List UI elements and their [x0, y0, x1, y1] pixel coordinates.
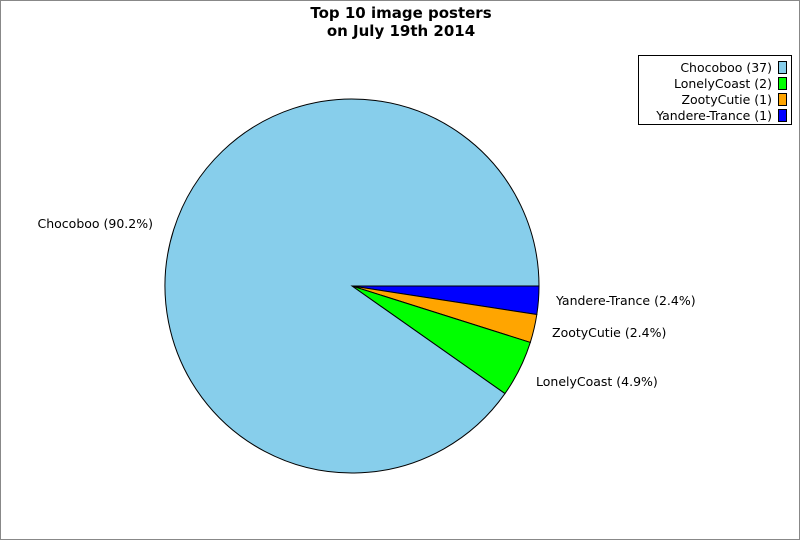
slice-label-chocoboo: Chocoboo (90.2%) — [38, 216, 154, 231]
legend-swatch — [778, 92, 787, 106]
legend-item-chocoboo: Chocoboo (37) — [680, 59, 787, 75]
legend-label: Chocoboo (37) — [680, 59, 772, 75]
legend-label: Yandere-Trance (1) — [656, 107, 772, 123]
legend-item-yandere-trance: Yandere-Trance (1) — [656, 107, 787, 123]
legend-item-zootycutie: ZootyCutie (1) — [681, 91, 787, 107]
legend-label: LonelyCoast (2) — [673, 75, 772, 91]
legend-swatch — [778, 76, 787, 90]
legend: Chocoboo (37) LonelyCoast (2) ZootyCutie… — [638, 55, 792, 125]
chart-title: Top 10 image posters on July 19th 2014 — [1, 4, 800, 40]
legend-item-lonelycoast: LonelyCoast (2) — [674, 75, 787, 91]
chart-title-line-1: Top 10 image posters — [310, 4, 492, 22]
slice-label-yandere-trance: Yandere-Trance (2.4%) — [555, 293, 696, 308]
legend-swatch — [778, 108, 787, 122]
pie-slice-chocoboo — [164, 98, 540, 474]
legend-swatch — [778, 60, 787, 74]
chart-title-line-2: on July 19th 2014 — [326, 22, 476, 40]
slice-label-lonelycoast: LonelyCoast (4.9%) — [536, 374, 658, 389]
slice-label-zootycutie: ZootyCutie (2.4%) — [552, 325, 666, 340]
legend-label: ZootyCutie (1) — [681, 91, 772, 107]
